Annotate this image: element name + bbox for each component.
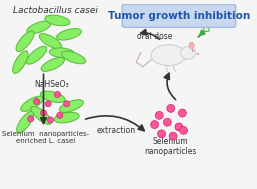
Ellipse shape <box>163 118 171 126</box>
FancyBboxPatch shape <box>122 4 236 27</box>
Ellipse shape <box>158 130 166 138</box>
Ellipse shape <box>48 117 53 123</box>
Ellipse shape <box>26 46 47 64</box>
Ellipse shape <box>197 53 199 55</box>
Ellipse shape <box>31 106 51 124</box>
Ellipse shape <box>189 42 194 49</box>
Ellipse shape <box>17 112 33 133</box>
Ellipse shape <box>180 126 187 134</box>
Ellipse shape <box>155 111 163 119</box>
Ellipse shape <box>59 100 83 112</box>
Ellipse shape <box>57 112 63 118</box>
Ellipse shape <box>45 101 51 107</box>
FancyBboxPatch shape <box>204 22 209 31</box>
Ellipse shape <box>39 34 62 49</box>
Ellipse shape <box>192 50 194 51</box>
Ellipse shape <box>151 121 159 129</box>
Ellipse shape <box>167 105 175 112</box>
Text: Selenium
nanoparticles: Selenium nanoparticles <box>145 137 197 156</box>
Ellipse shape <box>28 116 34 122</box>
Text: Lactobacillus casei: Lactobacillus casei <box>13 5 98 15</box>
Ellipse shape <box>54 112 79 123</box>
Text: Well-tolerated
oral dose: Well-tolerated oral dose <box>127 21 182 41</box>
Text: Selenium  nanoparticles-
enriched L. casei: Selenium nanoparticles- enriched L. case… <box>2 131 89 144</box>
Text: Tumor growth inhibition: Tumor growth inhibition <box>108 11 250 21</box>
Ellipse shape <box>57 29 81 40</box>
Ellipse shape <box>13 51 28 73</box>
Ellipse shape <box>151 45 186 66</box>
Ellipse shape <box>21 96 43 111</box>
Ellipse shape <box>27 21 51 34</box>
Ellipse shape <box>45 15 70 26</box>
Ellipse shape <box>41 110 47 116</box>
Ellipse shape <box>34 98 40 105</box>
Text: extraction: extraction <box>97 126 136 135</box>
Ellipse shape <box>169 132 177 140</box>
Ellipse shape <box>16 31 34 52</box>
Ellipse shape <box>181 46 196 59</box>
Ellipse shape <box>64 101 70 107</box>
Ellipse shape <box>54 91 60 98</box>
Text: NaHSeO₃: NaHSeO₃ <box>34 80 69 89</box>
Ellipse shape <box>175 123 183 131</box>
Ellipse shape <box>178 109 186 117</box>
Ellipse shape <box>40 91 65 103</box>
Ellipse shape <box>49 48 75 58</box>
Ellipse shape <box>41 57 65 71</box>
Ellipse shape <box>61 51 86 64</box>
